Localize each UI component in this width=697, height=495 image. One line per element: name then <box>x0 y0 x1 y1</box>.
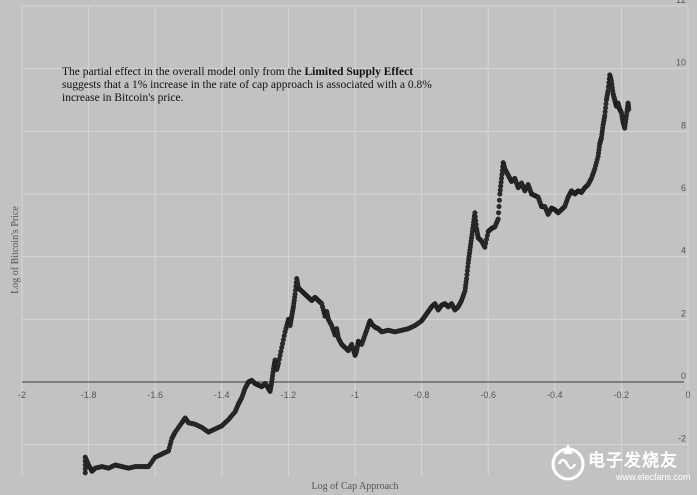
data-point <box>626 106 632 112</box>
x-axis-title: Log of Cap Approach <box>312 481 399 492</box>
y-axis-title: Log of Bitcoin's Price <box>10 206 21 294</box>
x-tick-label: -0.8 <box>414 390 430 400</box>
data-point <box>496 204 502 210</box>
x-tick-label: -2 <box>18 390 26 400</box>
y-tick-label: 8 <box>681 120 686 130</box>
axis-layer: -2 -1.8 -1.6 -1.4 -1.2 -1 -0.8 -0.6 -0.4 -0.2 0 -2 0… <box>18 0 691 444</box>
y-tick-label: -2 <box>678 434 686 444</box>
x-tick-label: -1.6 <box>147 390 163 400</box>
watermark: 电子发烧友 www.elecfans.com <box>548 440 691 488</box>
annotation-line1-pre: The partial effect in the overall model … <box>62 66 305 78</box>
x-tick-label: 0 <box>685 390 690 400</box>
data-point <box>495 216 501 222</box>
watermark-url: www.elecfans.com <box>616 472 691 482</box>
x-tick-label: -1.8 <box>81 390 97 400</box>
y-tick-label: 12 <box>676 0 686 5</box>
x-tick-label: -1.4 <box>214 390 230 400</box>
y-tick-label: 6 <box>681 183 686 193</box>
watermark-logo-icon <box>551 444 585 481</box>
x-tick-label: -1.2 <box>281 390 297 400</box>
annotation-bold-term: Limited Supply Effect <box>304 66 414 78</box>
annotation-text: The partial effect in the overall model … <box>62 66 442 105</box>
y-tick-label: 0 <box>681 371 686 381</box>
y-tick-label: 2 <box>681 308 686 318</box>
y-tick-label: 10 <box>676 58 686 68</box>
y-tick-label: 4 <box>681 246 686 256</box>
data-points <box>82 72 632 476</box>
x-tick-label: -0.6 <box>480 390 496 400</box>
data-point <box>496 210 502 216</box>
x-tick-label: -0.2 <box>614 390 630 400</box>
grid-layer <box>21 5 689 476</box>
x-tick-label: -0.4 <box>547 390 563 400</box>
watermark-name: 电子发烧友 <box>588 451 678 471</box>
data-point <box>496 197 502 203</box>
x-tick-label: -1 <box>351 390 359 400</box>
annotation-rest: suggests that a 1% increase in the rate … <box>62 79 432 104</box>
